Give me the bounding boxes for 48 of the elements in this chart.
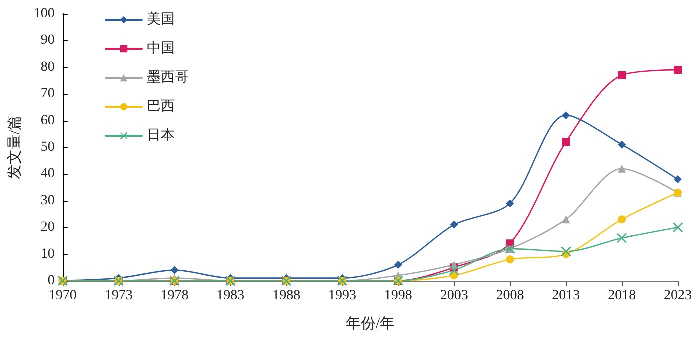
point xyxy=(674,66,682,74)
x-tick-label: 2023 xyxy=(664,288,692,304)
y-tick-label: 40 xyxy=(40,166,55,182)
x-tick-label: 2008 xyxy=(496,288,524,304)
y-tick-label: 70 xyxy=(40,86,55,102)
point xyxy=(170,266,179,274)
x-tick-label: 1973 xyxy=(104,288,133,304)
legend-label: 中国 xyxy=(147,40,175,56)
y-tick-label: 10 xyxy=(40,246,55,262)
point xyxy=(618,216,626,224)
point xyxy=(450,220,458,229)
legend-label: 巴西 xyxy=(147,100,175,114)
y-tick-label: 50 xyxy=(40,140,55,155)
point xyxy=(561,246,572,257)
y-tick-label: 80 xyxy=(40,60,55,75)
point xyxy=(394,260,402,269)
legend-label: 美国 xyxy=(147,12,175,28)
y-tick-label: 20 xyxy=(40,220,55,236)
point xyxy=(562,216,570,224)
point xyxy=(506,200,514,208)
y-tick-label: 0 xyxy=(48,274,55,288)
x-axis-title: 年份/年 xyxy=(346,316,396,332)
point xyxy=(449,265,460,276)
point xyxy=(562,111,570,120)
y-tick-label: 90 xyxy=(40,33,55,48)
y-axis-title: 发文量/篇 xyxy=(6,115,24,180)
point xyxy=(618,71,626,80)
point xyxy=(562,138,570,146)
x-tick-label: 1983 xyxy=(216,288,245,304)
x-tick-label: 2018 xyxy=(608,288,636,304)
legend-label: 墨西哥 xyxy=(147,70,189,86)
point xyxy=(674,176,682,184)
point xyxy=(673,222,683,233)
x-tick-label: 1988 xyxy=(272,288,301,304)
point xyxy=(617,233,628,244)
x-tick-label: 1993 xyxy=(328,288,356,304)
y-tick-label: 60 xyxy=(40,113,55,128)
x-tick-label: 2013 xyxy=(552,288,580,304)
point xyxy=(506,256,514,264)
y-tick-label: 30 xyxy=(40,193,55,208)
x-tick-label: 2003 xyxy=(440,288,468,304)
legend-label: 日本 xyxy=(147,128,175,144)
y-tick-label: 100 xyxy=(34,6,55,22)
point xyxy=(618,140,626,149)
x-tick-label: 1998 xyxy=(384,288,412,304)
point xyxy=(618,164,626,173)
x-tick-label: 1970 xyxy=(48,288,77,304)
x-tick-label: 1978 xyxy=(160,288,189,304)
